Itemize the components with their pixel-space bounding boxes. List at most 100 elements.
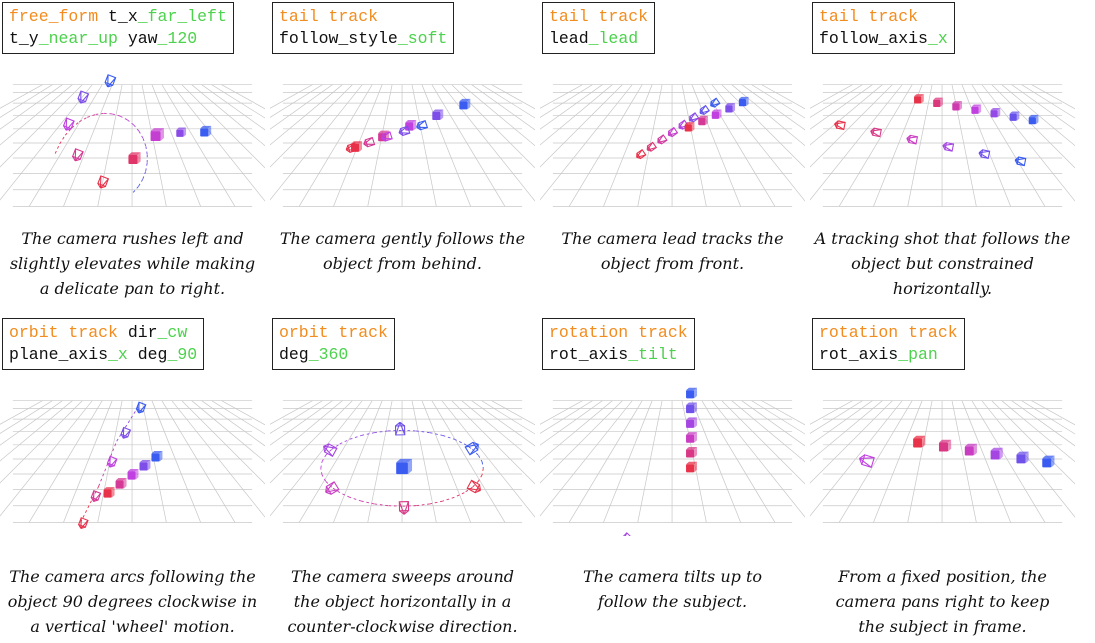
- camera-frustum-icon: [77, 90, 90, 104]
- caption-line: The camera lead tracks the: [561, 229, 784, 248]
- floor-grid: [810, 84, 1075, 207]
- motion-caption: The camera sweeps around the object horiz…: [270, 564, 535, 639]
- caption-line: slightly elevates while making: [9, 254, 256, 273]
- camera-frustum-icon: [380, 131, 393, 142]
- subject-cube: [698, 115, 708, 126]
- command-token: _120: [157, 29, 198, 48]
- command-token: tail track: [549, 7, 649, 26]
- caption-line: The camera tilts up to: [582, 567, 763, 586]
- caption-line: the object horizontally in a: [293, 592, 512, 611]
- command-token: rotation track: [819, 323, 958, 342]
- command-token: dir: [117, 323, 158, 342]
- subject-cube: [103, 487, 115, 498]
- command-token: _cw: [157, 323, 188, 342]
- subject-cube: [971, 104, 982, 114]
- subject-cube: [686, 446, 698, 458]
- subject-cube: [711, 109, 722, 119]
- camera-frustum-icon: [710, 97, 721, 108]
- panel-5: orbit track dir_cw plane_axis_x deg_90 The…: [0, 316, 265, 636]
- camera-frustum-icon: [858, 454, 875, 468]
- camera-frustum-icon: [689, 112, 700, 123]
- command-token: _near_up: [38, 29, 118, 48]
- camera-frustum-icon: [636, 148, 647, 160]
- motion-caption: From a fixed position, the camera pans ri…: [810, 564, 1075, 639]
- subject-cube: [952, 101, 963, 111]
- subject-cube: [150, 128, 164, 141]
- subject-cube: [990, 107, 1001, 118]
- command-line: deg_360: [279, 344, 388, 366]
- caption-line: object from front.: [600, 254, 745, 273]
- camera-frustum-icon: [699, 104, 710, 116]
- command-line: follow_axis_x: [819, 28, 948, 50]
- camera-frustum-icon: [416, 119, 429, 131]
- subject-cube: [686, 402, 698, 414]
- camera-frustum-icon: [135, 401, 147, 414]
- command-line: rotation track: [549, 322, 688, 344]
- command-token: deg: [127, 345, 168, 364]
- subject-cube: [684, 122, 695, 132]
- camera-frustum-icon: [62, 117, 75, 131]
- command-token: rot_axis: [819, 345, 899, 364]
- command-token: _x: [927, 29, 948, 48]
- command-label-box: free_form t_x_far_left t_y_near_up yaw_12…: [2, 2, 234, 54]
- subject-cube: [128, 152, 141, 165]
- motion-caption: The camera arcs following the object 90 d…: [0, 564, 265, 639]
- panel-2: tail track follow_style_soft The camera ge…: [270, 0, 535, 315]
- command-token: _360: [308, 345, 349, 364]
- subject-cube: [1009, 111, 1020, 121]
- camera-frustum-icon: [398, 125, 411, 137]
- subject-cube: [964, 443, 977, 456]
- subject-cube: [139, 459, 151, 471]
- camera-frustum-icon: [464, 441, 479, 456]
- camera-frustum-icon: [834, 120, 846, 131]
- command-line: tail track: [279, 6, 447, 28]
- subject-cube: [725, 103, 736, 113]
- command-token: rotation track: [549, 323, 688, 342]
- command-token: _lead: [588, 29, 639, 48]
- caption-line: The camera rushes left and: [21, 229, 244, 248]
- command-line: rotation track: [819, 322, 958, 344]
- camera-motion-scene: [270, 84, 535, 207]
- subject-cube: [127, 469, 139, 480]
- subject-cube: [738, 96, 749, 107]
- panel-4: tail track follow_axis_x A tracking shot t…: [810, 0, 1075, 315]
- command-line: lead_lead: [549, 28, 648, 50]
- command-line: orbit track dir_cw: [9, 322, 197, 344]
- camera-trajectory: [320, 429, 484, 507]
- caption-line: a delicate pan to right.: [39, 279, 226, 298]
- command-line: tail track: [819, 6, 948, 28]
- panel-7: rotation track rot_axis_tilt The camera ti…: [540, 316, 805, 631]
- caption-line: camera pans right to keep: [835, 592, 1050, 611]
- command-token: _soft: [397, 29, 448, 48]
- camera-frustum-icon: [345, 142, 358, 153]
- command-token: tail track: [819, 7, 919, 26]
- camera-frustum-icon: [657, 134, 668, 145]
- caption-line: From a fixed position, the: [838, 567, 1047, 586]
- motion-caption: A tracking shot that follows the object b…: [810, 226, 1075, 301]
- motion-caption: The camera gently follows the object from…: [270, 226, 535, 276]
- subject-cube: [396, 458, 413, 475]
- command-token: t_y: [9, 29, 39, 48]
- caption-line: object from behind.: [322, 254, 482, 273]
- motion-caption: The camera lead tracks the object from fr…: [540, 226, 805, 276]
- camera-frustum-icon: [97, 175, 110, 189]
- panel-3: tail track lead_lead The camera lead track…: [540, 0, 805, 315]
- camera-frustum-icon: [77, 517, 89, 530]
- command-token: orbit track: [279, 323, 388, 342]
- subject-cube: [913, 435, 926, 448]
- subject-cube: [938, 439, 952, 452]
- subject-cube: [1042, 455, 1055, 468]
- command-label-box: rotation track rot_axis_pan: [812, 318, 965, 370]
- command-label-box: tail track follow_style_soft: [272, 2, 455, 54]
- camera-trajectory: [54, 112, 148, 193]
- command-label-box: orbit track dir_cw plane_axis_x deg_90: [2, 318, 205, 370]
- floor-grid: [540, 84, 805, 207]
- command-token: deg: [279, 345, 309, 364]
- command-label-box: tail track lead_lead: [542, 2, 656, 54]
- command-token: orbit track: [9, 323, 118, 342]
- command-line: rot_axis_tilt: [549, 344, 688, 366]
- camera-frustum-icon: [363, 136, 376, 148]
- camera-motion-scene: [810, 84, 1075, 207]
- caption-line: object 90 degrees clockwise in: [7, 592, 258, 611]
- command-token: free_form: [9, 7, 99, 26]
